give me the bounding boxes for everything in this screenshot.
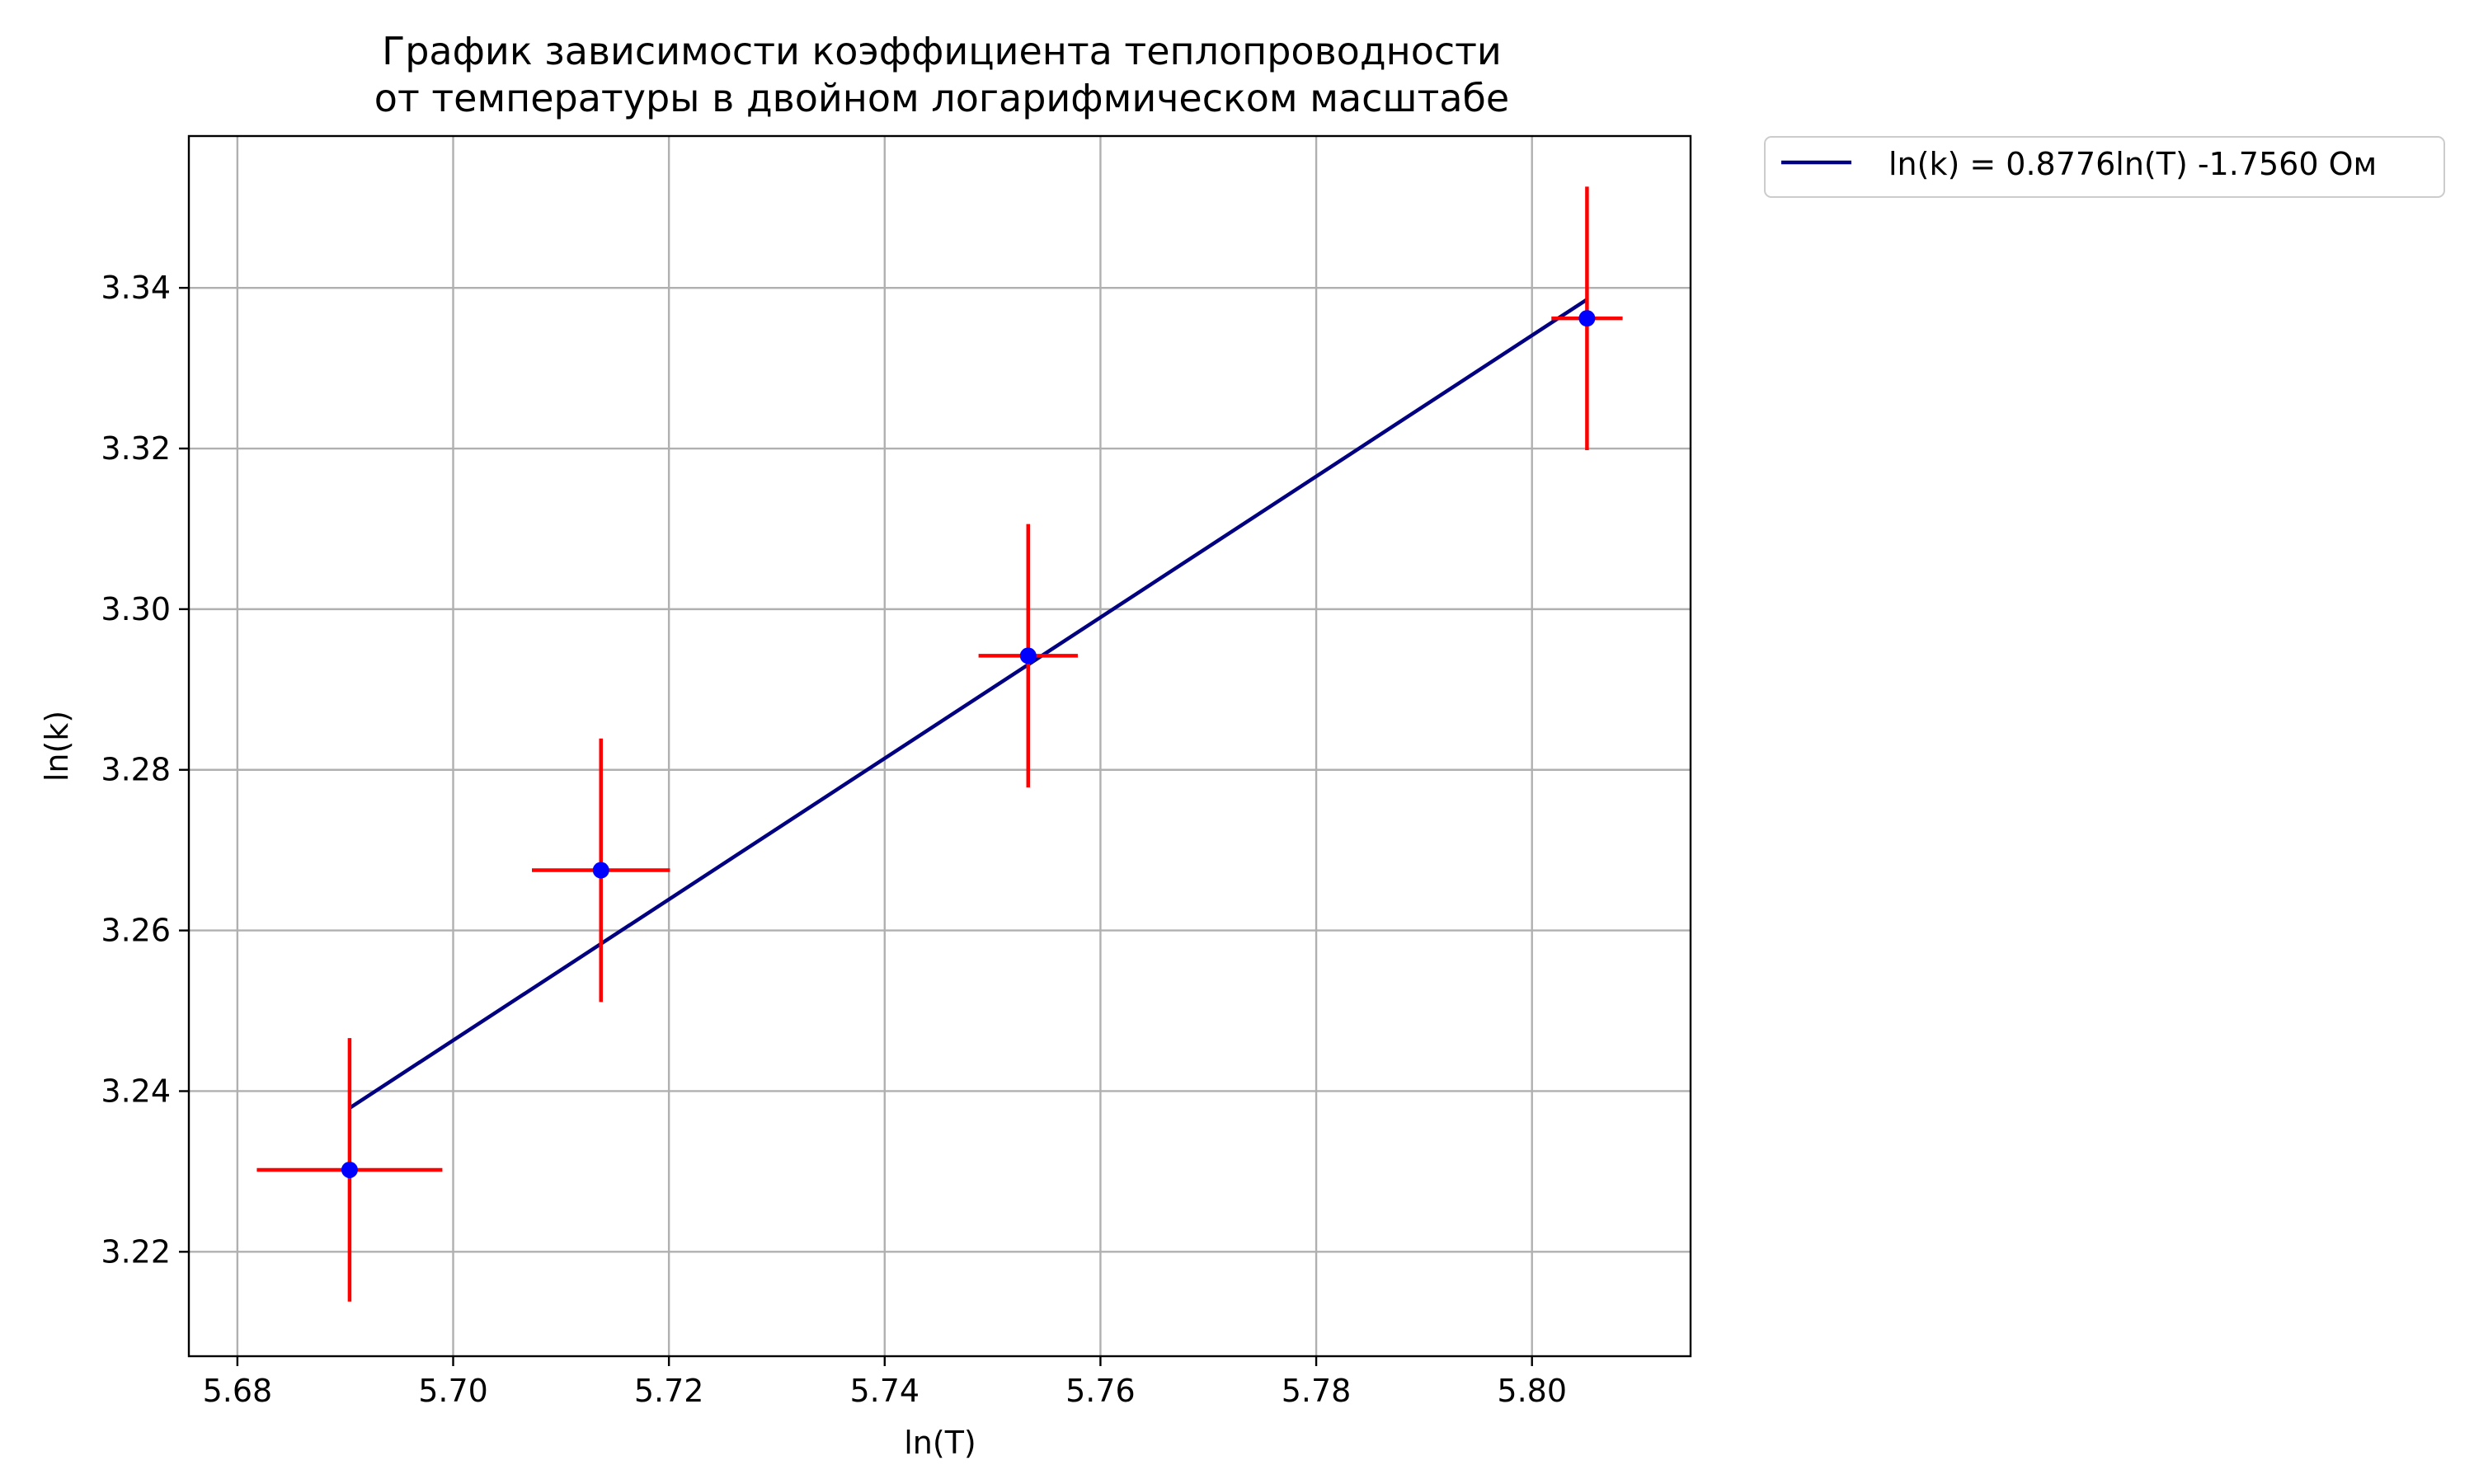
fit-line-group (348, 298, 1588, 1110)
data-point-marker (592, 862, 609, 879)
chart-title: График зависимости коэффициента теплопро… (374, 29, 1509, 120)
chart-title-line-2: от температуры в двойном логарифмическом… (374, 76, 1509, 120)
x-tick-label: 5.68 (203, 1373, 273, 1409)
data-point-marker (341, 1161, 358, 1178)
y-tick-label: 3.26 (101, 913, 171, 949)
y-tick-label: 3.32 (101, 430, 171, 467)
grid (189, 136, 1691, 1356)
y-tick-label: 3.24 (101, 1073, 171, 1109)
x-tick-label: 5.78 (1282, 1373, 1352, 1409)
x-tick-label: 5.80 (1497, 1373, 1567, 1409)
x-tick-label: 5.76 (1065, 1373, 1136, 1409)
legend: ln(k) = 0.8776ln(T) -1.7560 Ом (1764, 136, 2445, 198)
x-axis-ticks: 5.68 5.70 5.72 5.74 5.76 5.78 5.80 (203, 1356, 1567, 1409)
legend-box (1764, 136, 2445, 198)
y-axis-ticks: 3.22 3.24 3.26 3.28 3.30 3.32 3.34 (101, 270, 189, 1270)
fit-line (348, 298, 1588, 1110)
y-tick-label: 3.34 (101, 270, 171, 306)
x-tick-label: 5.74 (849, 1373, 920, 1409)
y-tick-label: 3.30 (101, 591, 171, 627)
y-tick-label: 3.22 (101, 1233, 171, 1270)
data-points (256, 186, 1623, 1302)
data-point-marker (1578, 310, 1596, 327)
x-tick-label: 5.70 (418, 1373, 488, 1409)
x-tick-label: 5.72 (634, 1373, 704, 1409)
data-point-marker (1019, 647, 1037, 665)
x-axis-label: ln(T) (904, 1425, 976, 1461)
y-axis-label: ln(k) (39, 711, 75, 782)
legend-label: ln(k) = 0.8776ln(T) -1.7560 Ом (1888, 146, 2377, 182)
y-tick-label: 3.28 (101, 752, 171, 788)
plot-frame (187, 134, 1692, 1358)
chart-title-line-1: График зависимости коэффициента теплопро… (382, 29, 1502, 73)
